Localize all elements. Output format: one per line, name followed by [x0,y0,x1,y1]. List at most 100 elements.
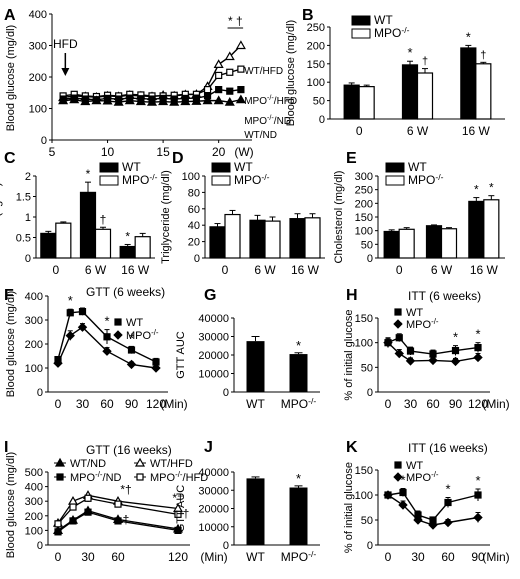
data-point [451,346,460,355]
panel-letter: I [4,439,8,456]
data-point [127,346,136,354]
panel-D: D 0 20 40 60 80 100 Triglyceride (mg/dl) 0 6 W 16 … [160,150,325,277]
data-point [405,356,416,366]
significance-mark: * [453,330,458,345]
panel-B-y-tick-label: 150 [307,59,325,71]
legend-marker [114,318,122,326]
legend-marker [394,461,402,469]
panel-A-y-tick-label: 200 [29,72,47,84]
data-point [443,517,453,528]
legend-marker [134,457,146,467]
legend-label: WT [234,160,253,174]
data-point [69,94,80,104]
bar [289,487,308,545]
data-point [169,96,180,106]
significance-mark: † [480,49,486,61]
panel-B-y-tick-label: 100 [307,77,325,89]
bar-mpo [134,236,151,259]
data-point [58,95,69,105]
data-point [103,333,111,341]
panel-A-y-tick-label: 300 [29,41,47,53]
data-point [213,59,224,69]
panel-D-y-tick-label: 100 [182,171,200,183]
panel-letter: J [204,439,213,456]
bar-mpo [358,86,375,120]
data-point [126,359,137,370]
x-tick-label: 6 W [85,263,107,277]
x-tick-label: 90 [125,397,139,411]
x-unit-label: (Min) [200,550,227,564]
significance-mark: * † [228,14,243,28]
x-tick-label: 0 [385,550,392,564]
legend-swatch [99,162,119,173]
legend-swatch [211,175,231,186]
data-point [54,528,62,536]
series-line [63,45,242,99]
panel-A: A 0 100 200 300 400 Blood glucose (mg/dl) 5 10 15… [4,7,297,159]
panel-letter: F [4,287,14,304]
panel-C: C 0 0.5 1 1.5 2 Insulin (ng/ml) 0 6 W 16 W WTMPO-/… [0,150,158,277]
significance-mark: * [466,29,471,44]
x-tick-label: 60 [111,550,125,564]
data-point [202,95,213,105]
significance-mark: * [86,167,91,181]
series-line [57,310,157,363]
x-tick-label: 6 W [254,263,276,277]
data-point [84,508,92,516]
x-tick-label: WT [246,397,265,411]
series-label: WT/ND [244,130,277,141]
panel-F-y-tick-label: 100 [25,363,43,375]
data-point [77,322,88,332]
panel-E-y-tick-label: 50 [361,239,373,251]
legend-swatch [385,175,405,186]
data-point [474,344,482,352]
significance-mark: * [400,473,405,488]
legend-label: MPO-/- [126,328,159,342]
data-point [174,526,182,535]
panel-letter: B [302,7,314,24]
y-axis-label: Blood glucose (mg/dl) [5,25,17,131]
panel-E-y-tick-label: 250 [355,185,373,197]
data-point [474,491,482,499]
panel-K-y-tick-label: 50 [361,515,373,527]
data-point [69,503,77,511]
x-tick-label: 0 [55,397,62,411]
panel-H-y-tick-label: 100 [355,338,373,350]
x-tick-label: 30 [411,550,425,564]
panel-D-y-tick-label: 40 [188,220,200,232]
data-point [383,337,393,348]
series-label: MPO-/-/ND [244,113,291,127]
y-axis-label: GTT AUC [175,485,187,533]
data-point [66,309,74,317]
data-point [80,96,91,106]
y-axis-label: Blood glucose (mg/dl) [5,291,17,397]
panel-F-y-tick-label: 0 [37,387,43,399]
legend-marker [113,330,123,340]
panel-I-y-tick-label: 300 [25,496,43,508]
data-point [191,96,202,105]
panel-F-y-tick-label: 400 [25,291,43,303]
data-point [226,68,234,76]
x-tick-label: 16 W [291,263,320,277]
data-point [180,96,191,106]
data-point [84,494,92,502]
legend-label: WT [374,13,393,27]
data-point [235,40,246,50]
x-tick-label: 30 [81,550,95,564]
data-point [428,355,438,366]
data-point [406,347,415,355]
panel-C-y-tick-label: 1 [25,212,31,224]
panel-G-y-tick-label: 0 [223,387,229,399]
x-tick-label: 90 [449,397,463,411]
panel-letter: E [346,150,357,167]
legend-swatch [351,15,371,26]
x-tick-label: 6 W [407,124,429,138]
hfd-annotation: HFD [53,37,78,51]
chart-title: ITT (6 weeks) [408,289,481,303]
legend-label: WT [122,160,141,174]
panel-H: H 0 50 100 150% of initial glucose ITT (6 wee… [343,287,510,411]
panel-E-y-tick-label: 150 [355,212,373,224]
data-point [54,520,62,528]
x-tick-label: 30 [76,397,90,411]
